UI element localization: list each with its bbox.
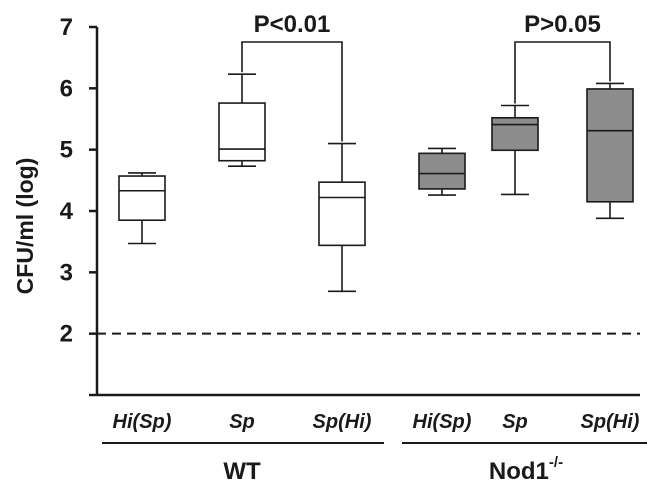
box-iqr [118, 175, 166, 221]
y-tick-label: 3 [60, 259, 73, 286]
group-label-superscript: -/- [549, 454, 563, 471]
box-iqr [491, 116, 539, 152]
y-tick-label: 4 [60, 198, 74, 225]
category-labels-layer: Hi(Sp) Sp Sp(Hi) Hi(Sp) Sp Sp(Hi) WT Nod1-/- [102, 411, 647, 485]
comparison-1: P<0.01 [241, 11, 343, 142]
comparison-2: P>0.05 [514, 11, 611, 104]
y-tick-label: 7 [60, 14, 73, 41]
boxes-layer [118, 73, 634, 293]
axes: 2 3 4 5 6 7 CFU/ml (log) [12, 14, 640, 397]
y-tick-label: 5 [60, 137, 73, 164]
box-1 [118, 172, 166, 245]
y-tick-label: 6 [60, 75, 73, 102]
comparison-bracket [514, 41, 611, 104]
group-label: WT [223, 458, 261, 485]
box-2 [218, 73, 266, 168]
category-label: Sp(Hi) [313, 411, 372, 433]
category-label: Hi(Sp) [113, 411, 172, 433]
group-label-text: Nod1 [489, 458, 549, 485]
box-5 [491, 104, 539, 196]
category-label: Sp(Hi) [581, 411, 640, 433]
group-label-text: WT [223, 458, 261, 485]
box-iqr [418, 152, 466, 190]
comparison-bracket [241, 41, 343, 142]
category-label: Sp [502, 411, 528, 433]
box-iqr [586, 88, 634, 203]
box-iqr [218, 102, 266, 162]
p-value-label: P>0.05 [524, 11, 601, 38]
box-iqr [318, 181, 366, 247]
category-label: Sp [229, 411, 255, 433]
box-6 [586, 82, 634, 220]
category-label: Hi(Sp) [413, 411, 472, 433]
y-tick-label: 2 [60, 321, 73, 348]
box-3 [318, 142, 366, 293]
y-axis-title: CFU/ml (log) [12, 158, 38, 295]
box-4 [418, 147, 466, 196]
p-value-label: P<0.01 [254, 11, 331, 38]
comparison-annotations-layer: P<0.01 P>0.05 [241, 11, 611, 142]
group-label: Nod1-/- [489, 454, 563, 485]
